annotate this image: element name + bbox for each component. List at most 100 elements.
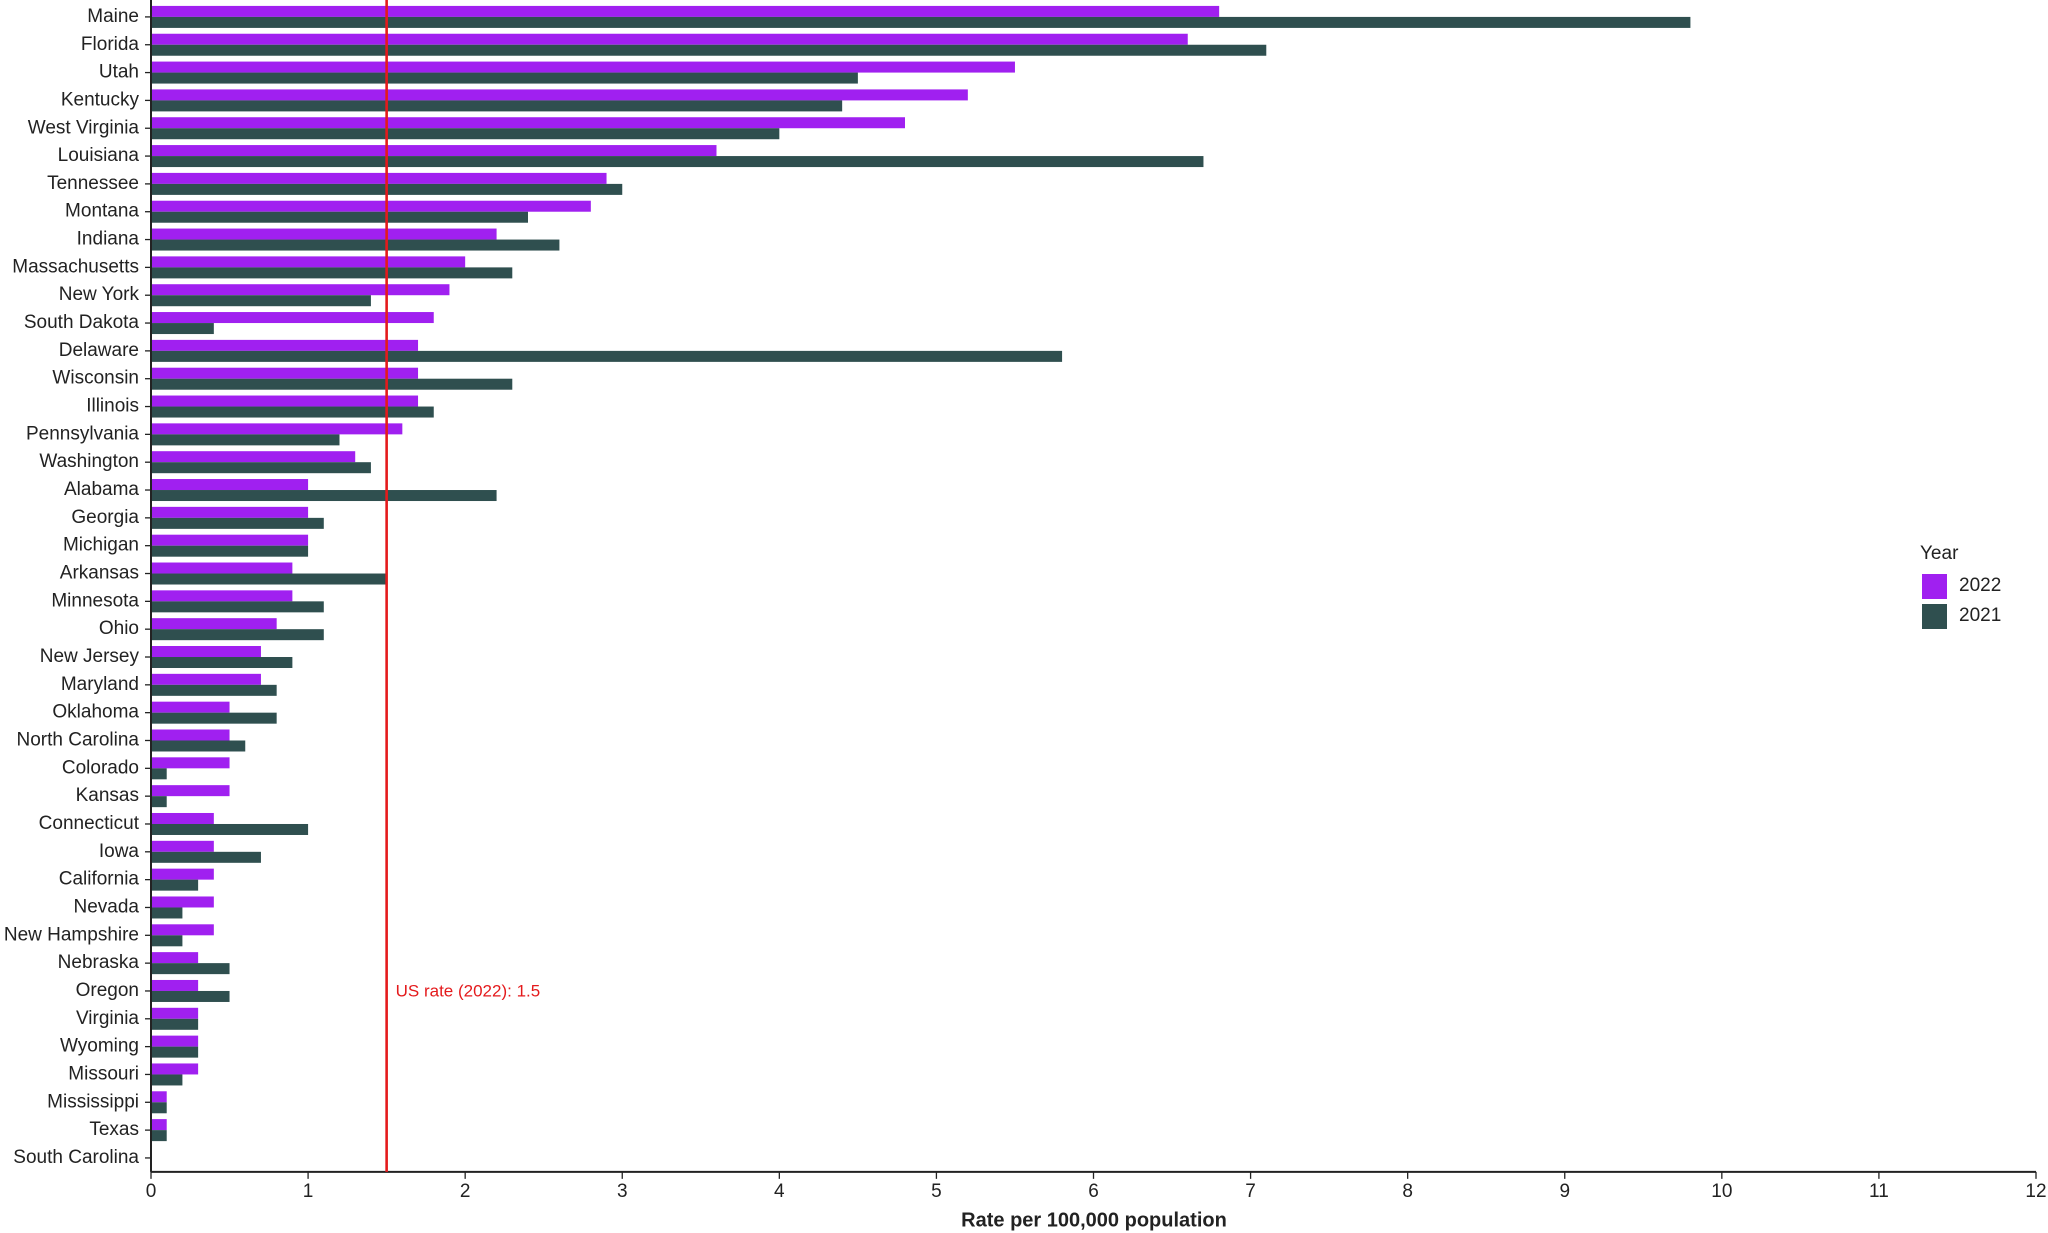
bar	[151, 924, 214, 936]
bar	[151, 812, 214, 824]
bar	[151, 952, 199, 964]
bar	[151, 462, 371, 474]
bar	[151, 5, 1220, 17]
bar	[151, 33, 1188, 45]
y-tick-label: West Virginia	[28, 117, 140, 138]
bar	[151, 1018, 199, 1030]
bar	[151, 267, 513, 279]
x-tick-label: 9	[1559, 1181, 1570, 1202]
y-tick-label: South Dakota	[24, 312, 140, 333]
bar	[151, 378, 513, 390]
y-tick-label: Wisconsin	[52, 368, 139, 389]
y-tick-label: Iowa	[99, 841, 140, 862]
bar	[151, 1102, 167, 1114]
y-tick-label: Michigan	[63, 535, 139, 556]
y-tick-label: Indiana	[77, 229, 140, 250]
bar	[151, 1035, 199, 1047]
bar	[151, 295, 371, 307]
y-tick-label: Tennessee	[47, 173, 139, 194]
bar	[151, 100, 843, 112]
x-tick-label: 3	[617, 1181, 628, 1202]
bar	[151, 490, 497, 502]
bar	[151, 323, 214, 335]
bar	[151, 128, 780, 140]
bar	[151, 395, 419, 407]
bar	[151, 785, 230, 797]
legend-swatch	[1922, 574, 1947, 599]
y-tick-label: New Hampshire	[4, 924, 139, 945]
bar	[151, 729, 230, 741]
y-tick-label: Oregon	[76, 980, 139, 1001]
y-tick-label: Kansas	[76, 785, 139, 806]
y-tick-label: Louisiana	[58, 145, 140, 166]
y-tick-label: Missouri	[68, 1063, 139, 1084]
y-tick-label: Alabama	[64, 479, 139, 500]
bar	[151, 1119, 167, 1131]
bar	[151, 44, 1267, 56]
y-tick-label: Oklahoma	[52, 702, 139, 723]
bar	[151, 239, 560, 251]
bar	[151, 646, 261, 658]
y-tick-label: Delaware	[59, 340, 139, 361]
y-tick-label: Massachusetts	[12, 256, 139, 277]
y-tick-label: South Carolina	[13, 1147, 139, 1168]
x-tick-label: 5	[931, 1181, 942, 1202]
bar	[151, 211, 528, 223]
bar	[151, 1046, 199, 1058]
legend-label: 2022	[1959, 575, 2001, 596]
y-tick-label: Mississippi	[47, 1091, 139, 1112]
x-tick-label: 11	[1869, 1181, 1889, 1202]
bar	[151, 367, 419, 379]
bar	[151, 757, 230, 769]
bar	[151, 796, 167, 808]
bar	[151, 851, 261, 863]
x-tick-label: 10	[1711, 1181, 1732, 1202]
y-tick-label: Florida	[81, 34, 140, 55]
y-tick-label: New Jersey	[40, 646, 140, 667]
legend-swatch	[1922, 604, 1947, 629]
bar	[151, 534, 309, 546]
y-tick-label: Washington	[39, 451, 139, 472]
bar	[151, 545, 309, 557]
bar	[151, 573, 387, 585]
bar	[151, 423, 403, 435]
bar	[151, 823, 309, 835]
x-tick-label: 12	[2025, 1181, 2046, 1202]
y-tick-label: Kentucky	[61, 89, 140, 110]
bar	[151, 657, 293, 669]
x-tick-label: 1	[303, 1181, 314, 1202]
legend-title: Year	[1920, 543, 1959, 564]
bar	[151, 61, 1015, 73]
bar	[151, 339, 419, 351]
bar	[151, 89, 968, 101]
x-tick-label: 6	[1088, 1181, 1099, 1202]
bar	[151, 284, 450, 296]
y-tick-label: Pennsylvania	[26, 423, 139, 444]
y-tick-label: Georgia	[71, 507, 139, 528]
bar	[151, 740, 246, 752]
bar	[151, 451, 356, 463]
bar	[151, 479, 309, 491]
bar	[151, 172, 607, 184]
y-tick-label: Colorado	[62, 757, 139, 778]
bar	[151, 629, 324, 641]
bar	[151, 990, 230, 1002]
bar	[151, 1074, 183, 1086]
bar	[151, 312, 434, 324]
y-tick-label: Virginia	[76, 1008, 139, 1029]
bar	[151, 673, 261, 685]
y-tick-label: Nevada	[74, 896, 140, 917]
y-tick-label: Montana	[65, 201, 139, 222]
bar	[151, 1007, 199, 1019]
bar	[151, 935, 183, 947]
y-tick-label: Nebraska	[58, 952, 140, 973]
bar	[151, 16, 1691, 28]
bar	[151, 72, 858, 84]
y-tick-label: Maine	[87, 6, 139, 27]
y-tick-label: Ohio	[99, 618, 139, 639]
x-axis-title: Rate per 100,000 population	[961, 1209, 1227, 1231]
y-tick-label: Wyoming	[60, 1036, 139, 1057]
bar	[151, 601, 324, 613]
